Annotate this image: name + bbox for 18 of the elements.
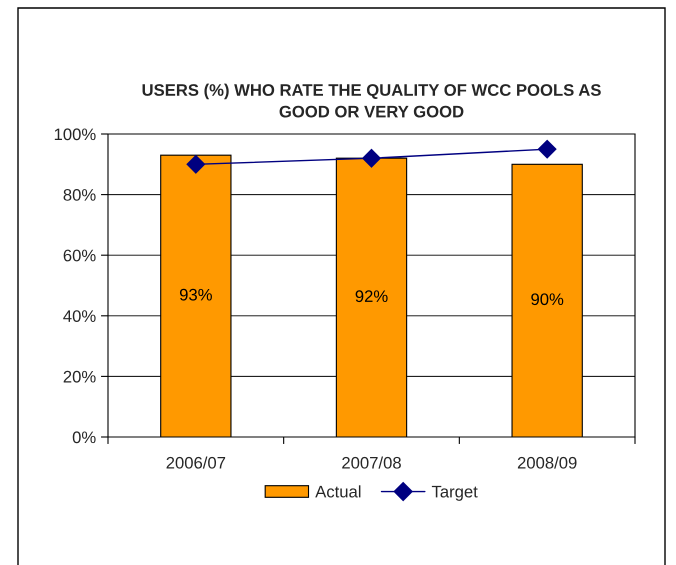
point xyxy=(362,148,381,168)
y-tick-label: 100% xyxy=(54,128,96,140)
point xyxy=(538,140,557,159)
y-tick-label: 80% xyxy=(64,189,96,201)
y-tick-label: 0% xyxy=(72,431,96,444)
y-tick-label: 40% xyxy=(63,310,96,322)
y-tick-label: 20% xyxy=(64,370,96,383)
x-tick-label: 2006/07 xyxy=(166,456,226,469)
legend-label: Actual xyxy=(315,485,360,498)
data-label: 92% xyxy=(356,290,388,302)
y-tick-label: 60% xyxy=(64,250,96,262)
x-tick-label: 2007/08 xyxy=(342,456,401,469)
chart-title: USERS (%) WHO RATE THE QUALITY OF WCC POOLS AS GOOD OR VERY GOOD xyxy=(142,84,601,118)
point xyxy=(186,154,206,174)
data-label: 90% xyxy=(531,293,564,306)
x-tick-label: 2008/09 xyxy=(518,456,577,469)
data-label: 93% xyxy=(180,288,212,301)
legend-label: Target xyxy=(432,486,478,501)
